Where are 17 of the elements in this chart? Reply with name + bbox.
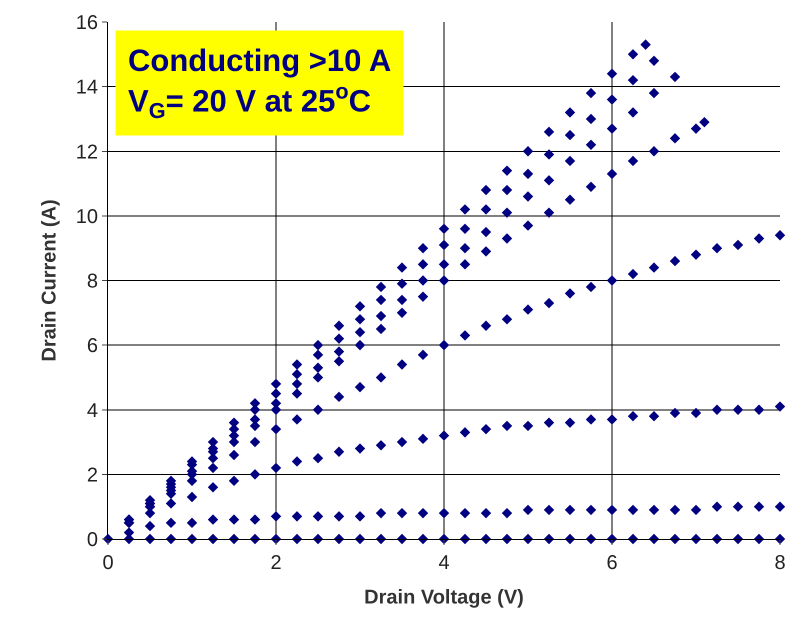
y-tick-label: 12 [76, 141, 98, 164]
x-tick-label: 8 [774, 552, 786, 574]
annotation: Conducting >10 A V$_{G}$= 20 V at 25$^{o}$C [128, 43, 392, 123]
x-axis-title: Drain Voltage (V) [364, 586, 524, 608]
y-axis-title: Drain Current (A) [38, 199, 60, 362]
y-tick-label: 16 [76, 12, 98, 34]
x-tick-label: 0 [102, 552, 114, 574]
x-tick-label: 4 [438, 552, 450, 574]
y-tick-label: 14 [76, 76, 98, 99]
y-tick-label: 10 [76, 206, 98, 228]
x-tick-label: 6 [606, 552, 618, 574]
x-tick-label: 2 [270, 552, 282, 574]
y-tick-label: 6 [86, 335, 98, 358]
y-tick-label: 0 [86, 529, 98, 551]
y-tick-label: 4 [86, 400, 98, 422]
y-tick-label: 8 [86, 270, 98, 292]
y-tick-label: 2 [86, 464, 98, 486]
